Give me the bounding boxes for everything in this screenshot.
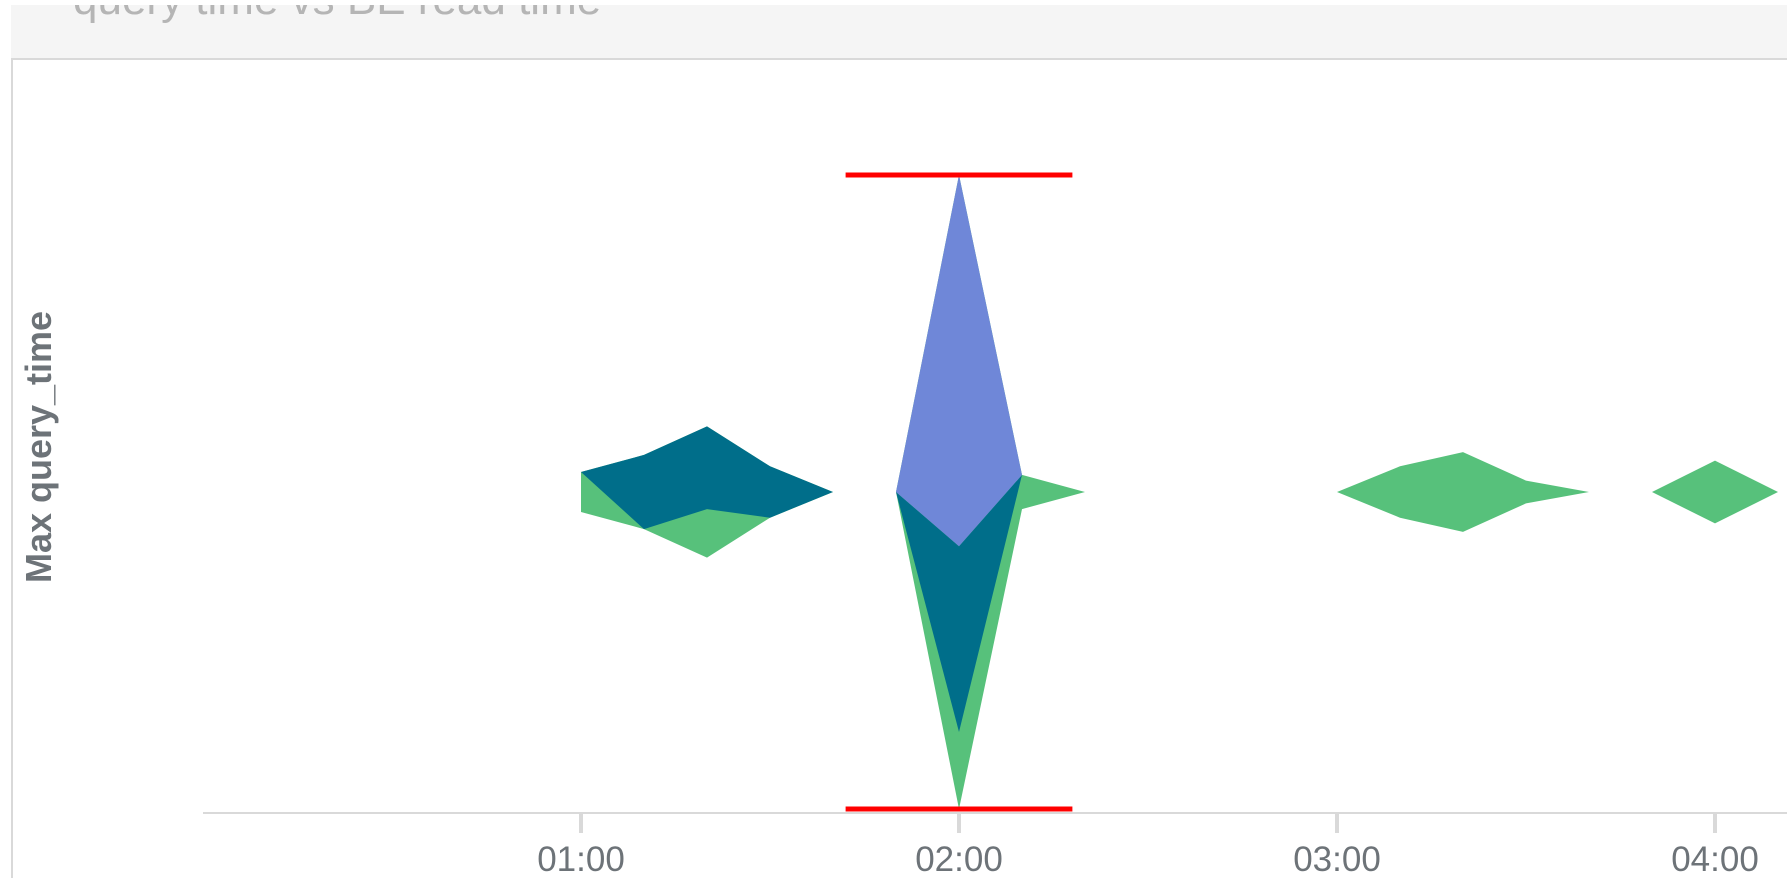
area-series-1-segment-4 xyxy=(1652,461,1778,524)
area-series-3-segment-1 xyxy=(896,175,1022,546)
x-tick-label: 02:00 xyxy=(915,840,1003,878)
x-tick-label: 01:00 xyxy=(537,840,625,878)
x-tick-label: 03:00 xyxy=(1293,840,1381,878)
x-axis-ticks: 01:00 02:00 03:00 04:00 xyxy=(537,813,1759,878)
y-axis-label: Max query_time xyxy=(18,311,59,583)
area-series-1-segment-3 xyxy=(1337,452,1589,532)
x-tick-label: 04:00 xyxy=(1671,840,1759,878)
series-group xyxy=(581,175,1778,809)
